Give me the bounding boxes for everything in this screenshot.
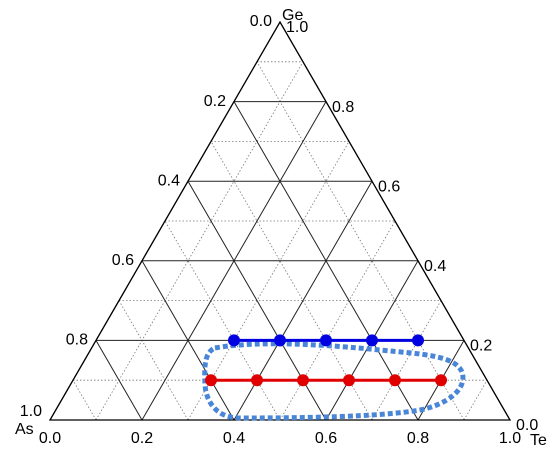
data-point (274, 334, 286, 347)
b-tick-label: 0.6 (315, 430, 337, 447)
data-point (412, 334, 424, 347)
data-point (205, 374, 217, 387)
a-tick-label: 0.0 (250, 13, 272, 30)
b-tick-label: 0.0 (39, 430, 61, 447)
minor-grid-line (463, 379, 488, 421)
c-tick-label: 1.0 (286, 19, 308, 36)
c-axis-label: Ge (282, 7, 303, 24)
a-tick-label: 1.0 (20, 403, 42, 420)
minor-grid-line (118, 300, 189, 421)
b-tick-label: 0.2 (131, 430, 153, 447)
data-point (366, 334, 378, 347)
grid-line (233, 101, 419, 421)
a-axis-label: As (15, 421, 34, 438)
c-tick-label: 0.4 (424, 258, 446, 275)
minor-grid-line (256, 61, 465, 421)
grid-line (141, 260, 235, 421)
c-tick-label: 0.0 (516, 417, 538, 434)
minor-grid-line (187, 141, 350, 421)
a-tick-label: 0.6 (112, 252, 134, 269)
minor-grid-line (371, 300, 442, 421)
c-tick-label: 0.8 (332, 99, 354, 116)
data-point (343, 374, 355, 387)
grid-line (95, 340, 143, 421)
c-tick-label: 0.6 (378, 178, 400, 195)
data-point (389, 374, 401, 387)
b-axis-label: Te (530, 432, 547, 449)
data-point (297, 374, 309, 387)
data-point (251, 374, 263, 387)
minor-grid-line (95, 61, 304, 421)
a-tick-label: 0.4 (158, 172, 180, 189)
minor-grid-line (279, 220, 396, 421)
a-tick-label: 0.8 (66, 332, 88, 349)
data-point (228, 334, 240, 347)
data-point (435, 374, 447, 387)
minor-grid-line (72, 379, 97, 421)
b-tick-label: 0.4 (223, 430, 245, 447)
a-tick-label: 0.2 (204, 93, 226, 110)
minor-grid-line (210, 141, 373, 421)
b-tick-label: 0.8 (407, 430, 429, 447)
b-tick-label: 1.0 (499, 430, 521, 447)
c-tick-label: 0.2 (470, 338, 492, 355)
highlight-loop (202, 341, 466, 421)
data-point (320, 334, 332, 347)
minor-grid-line (164, 220, 281, 421)
